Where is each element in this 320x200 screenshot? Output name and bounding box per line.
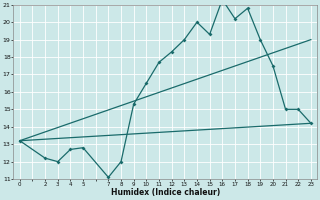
X-axis label: Humidex (Indice chaleur): Humidex (Indice chaleur) xyxy=(111,188,220,197)
